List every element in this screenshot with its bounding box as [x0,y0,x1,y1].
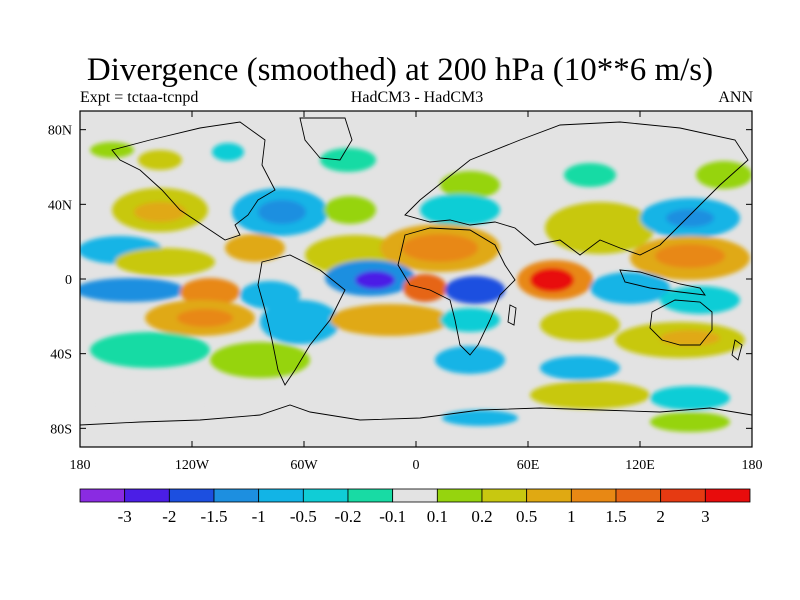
field-patch [90,332,210,368]
x-tick-label: 60E [517,458,540,473]
field-patch [540,309,620,341]
field-patch [540,356,620,380]
field-patch [177,309,233,327]
divergence-field [80,111,752,447]
colorbar-swatch [79,488,126,503]
y-tick-label: 40S [50,348,72,363]
colorbar-swatch [347,488,394,503]
field-patch [258,200,306,224]
colorbar-label: 0.5 [516,507,537,526]
field-patch [660,286,740,314]
eurasia-coast [404,121,749,256]
australia-coast [649,299,713,346]
new-zealand-coast [731,339,743,361]
colorbar-label: -2 [162,507,176,526]
colorbar-swatch [436,488,483,503]
colorbar-label: -0.2 [335,507,362,526]
colorbar-label: -0.1 [379,507,406,526]
colorbar-label: 0.2 [471,507,492,526]
field-patch [80,278,185,302]
field-patch [660,330,720,346]
field-patch [320,148,376,172]
colorbar-label: -3 [118,507,132,526]
colorbar-swatch [526,488,572,503]
colorbar-swatch [704,488,751,503]
antarctica-coast [80,404,752,426]
field-patch [590,272,670,304]
colorbar-swatch [570,488,617,503]
colorbar: -3 -2 -1.5 -1 -0.5 -0.2 -0.1 0.1 0.2 0.5 1 1.5 2 3 [79,488,751,526]
field-patch [650,412,730,432]
y-tick-label: 80N [48,124,72,139]
field-patch [440,308,500,332]
field-patch [655,244,725,268]
field-patch [666,209,714,227]
field-patch [355,271,395,289]
field-patch [435,346,505,374]
colorbar-swatch [615,488,662,503]
africa-coast [397,227,516,356]
y-tick-label: 0 [65,273,72,288]
y-tick-label: 40N [48,198,72,213]
colorbar-swatch [481,488,528,503]
experiment-label: Expt = tctaa-tcnpd [80,89,199,106]
field-patch [225,234,285,262]
colorbar-label: 1.5 [605,507,626,526]
colorbar-swatch [302,488,349,503]
colorbar-swatch [660,488,706,503]
colorbar-label: -1.5 [201,507,228,526]
colorbar-swatch [258,488,304,503]
greenland-coast [299,117,353,161]
x-tick-label: 180 [70,458,91,473]
madagascar-coast [507,304,517,326]
x-tick-label: 0 [413,458,420,473]
colorbar-label: 1 [567,507,576,526]
south-america-coast [257,254,346,386]
x-tick-label: 120W [175,458,210,473]
latitude-axis: 80N 40N 0 40S 80S [48,124,752,437]
colorbar-label: -0.5 [290,507,317,526]
indonesia-coast [619,269,706,296]
field-patch [564,163,616,187]
chart-title: Divergence (smoothed) at 200 hPa (10**6 … [86,52,714,88]
field-patch [440,171,500,199]
colorbar-label: 2 [656,507,665,526]
colorbar-label: 0.1 [427,507,448,526]
field-patch [402,234,478,262]
colorbar-swatch [392,488,438,503]
field-patch [324,196,376,224]
x-tick-label: 180 [742,458,763,473]
colorbar-label: 3 [701,507,710,526]
field-patch [330,304,450,336]
colorbar-swatch [213,488,260,503]
field-patch [138,150,182,170]
model-label: HadCM3 - HadCM3 [350,89,484,106]
longitude-axis: 180 120W 60W 0 60E 120E 180 [70,111,763,473]
field-patch [530,268,574,292]
field-patch [180,278,240,306]
y-tick-label: 80S [50,422,72,437]
x-tick-label: 60W [290,458,318,473]
coastlines [80,117,752,426]
season-label: ANN [718,89,753,106]
field-patch [134,202,186,222]
field-patch [696,161,752,189]
field-patch [530,381,650,409]
field-patch [420,194,500,226]
field-patch [212,143,244,161]
x-tick-label: 120E [625,458,655,473]
north-america-coast [111,121,276,241]
field-patch [545,202,655,254]
field-patch [442,410,518,426]
field-patch [100,395,200,415]
field-patch [210,342,310,378]
colorbar-swatch [124,488,170,503]
colorbar-swatch [168,488,215,503]
colorbar-label: -1 [252,507,266,526]
field-patch [650,386,730,410]
field-patch [445,276,505,304]
field-patch [403,274,447,302]
field-patch [115,248,215,276]
